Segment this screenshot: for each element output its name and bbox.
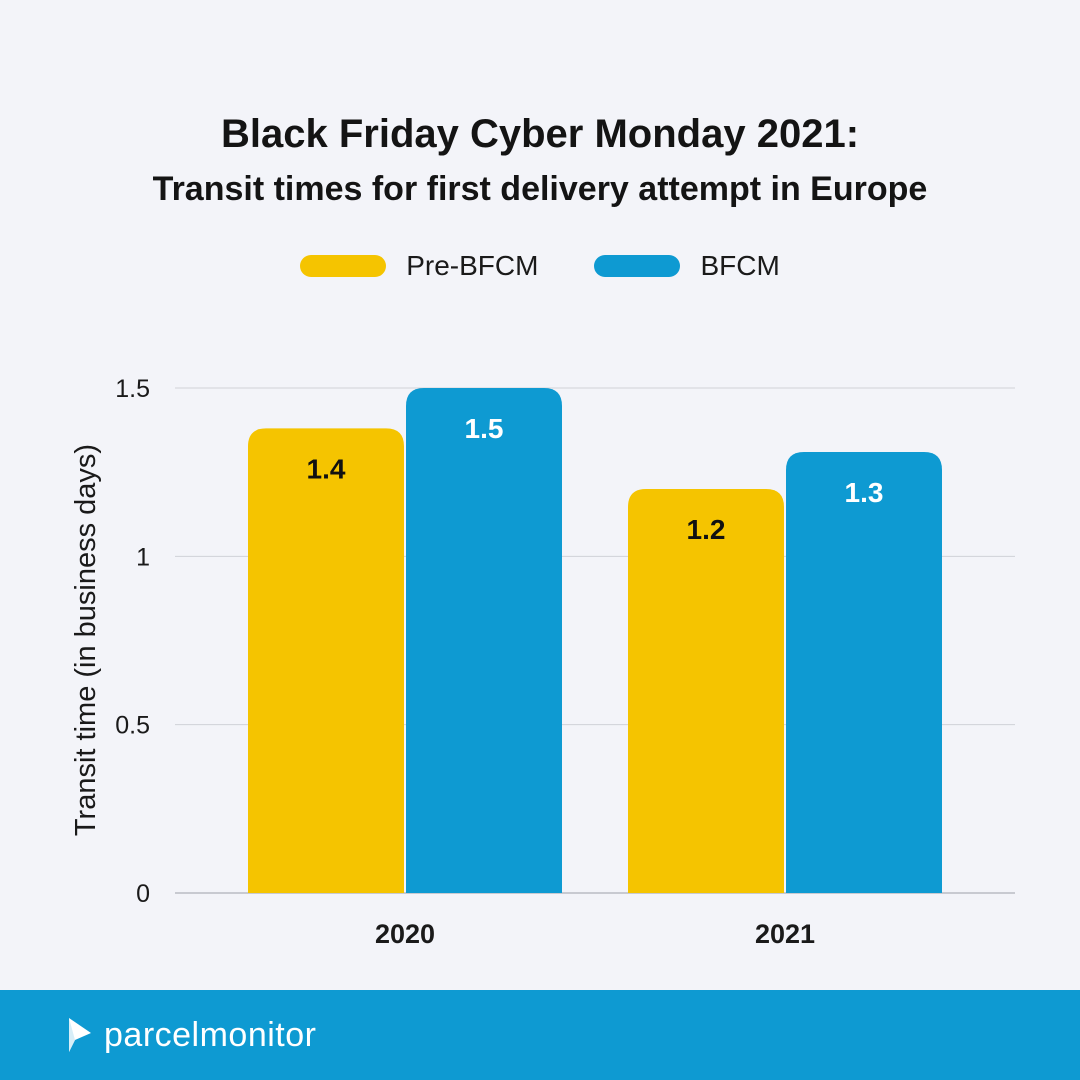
legend-swatch-bfcm bbox=[594, 255, 681, 277]
bar-2021-bfcm bbox=[786, 451, 942, 893]
legend-label-pre-bfcm: Pre-BFCM bbox=[406, 250, 539, 281]
y-tick-label-1.5: 1.5 bbox=[115, 375, 150, 403]
bar-chart: 0 0.5 1 1.5 Transit time (in business days) 1… bbox=[70, 375, 1015, 949]
y-axis-label: Transit time (in business days) bbox=[70, 444, 102, 836]
bar-2020-pre-bfcm bbox=[248, 428, 404, 893]
legend-swatch-pre-bfcm bbox=[300, 255, 387, 277]
brand-name: parcelmonitor bbox=[104, 1015, 317, 1054]
chart-subtitle: Transit times for first delivery attempt… bbox=[152, 170, 928, 208]
y-tick-label-1: 1 bbox=[136, 543, 150, 571]
y-tick-label-0.5: 0.5 bbox=[115, 712, 150, 740]
bar-value-label-2021-pre-bfcm: 1.2 bbox=[687, 514, 726, 545]
legend-item-pre-bfcm: Pre-BFCM bbox=[300, 250, 538, 282]
bar-value-label-2021-bfcm: 1.3 bbox=[845, 477, 884, 508]
legend-item-bfcm: BFCM bbox=[594, 250, 780, 282]
x-tick-label-2020: 2020 bbox=[375, 919, 435, 949]
legend: Pre-BFCM BFCM bbox=[0, 250, 1080, 282]
chart-title: Black Friday Cyber Monday 2021: bbox=[220, 112, 860, 156]
parcelmonitor-logo: parcelmonitor bbox=[66, 1014, 316, 1056]
y-tick-label-0: 0 bbox=[136, 880, 150, 908]
parcel-arrow-icon bbox=[69, 1018, 91, 1052]
bar-value-label-2020-pre-bfcm: 1.4 bbox=[307, 453, 346, 484]
bar-2021-pre-bfcm bbox=[628, 489, 784, 893]
bar-2020-bfcm bbox=[406, 388, 562, 893]
x-tick-label-2021: 2021 bbox=[755, 919, 815, 949]
bar-value-label-2020-bfcm: 1.5 bbox=[465, 413, 504, 444]
footer-bar: parcelmonitor bbox=[0, 990, 1080, 1080]
legend-label-bfcm: BFCM bbox=[700, 250, 780, 281]
